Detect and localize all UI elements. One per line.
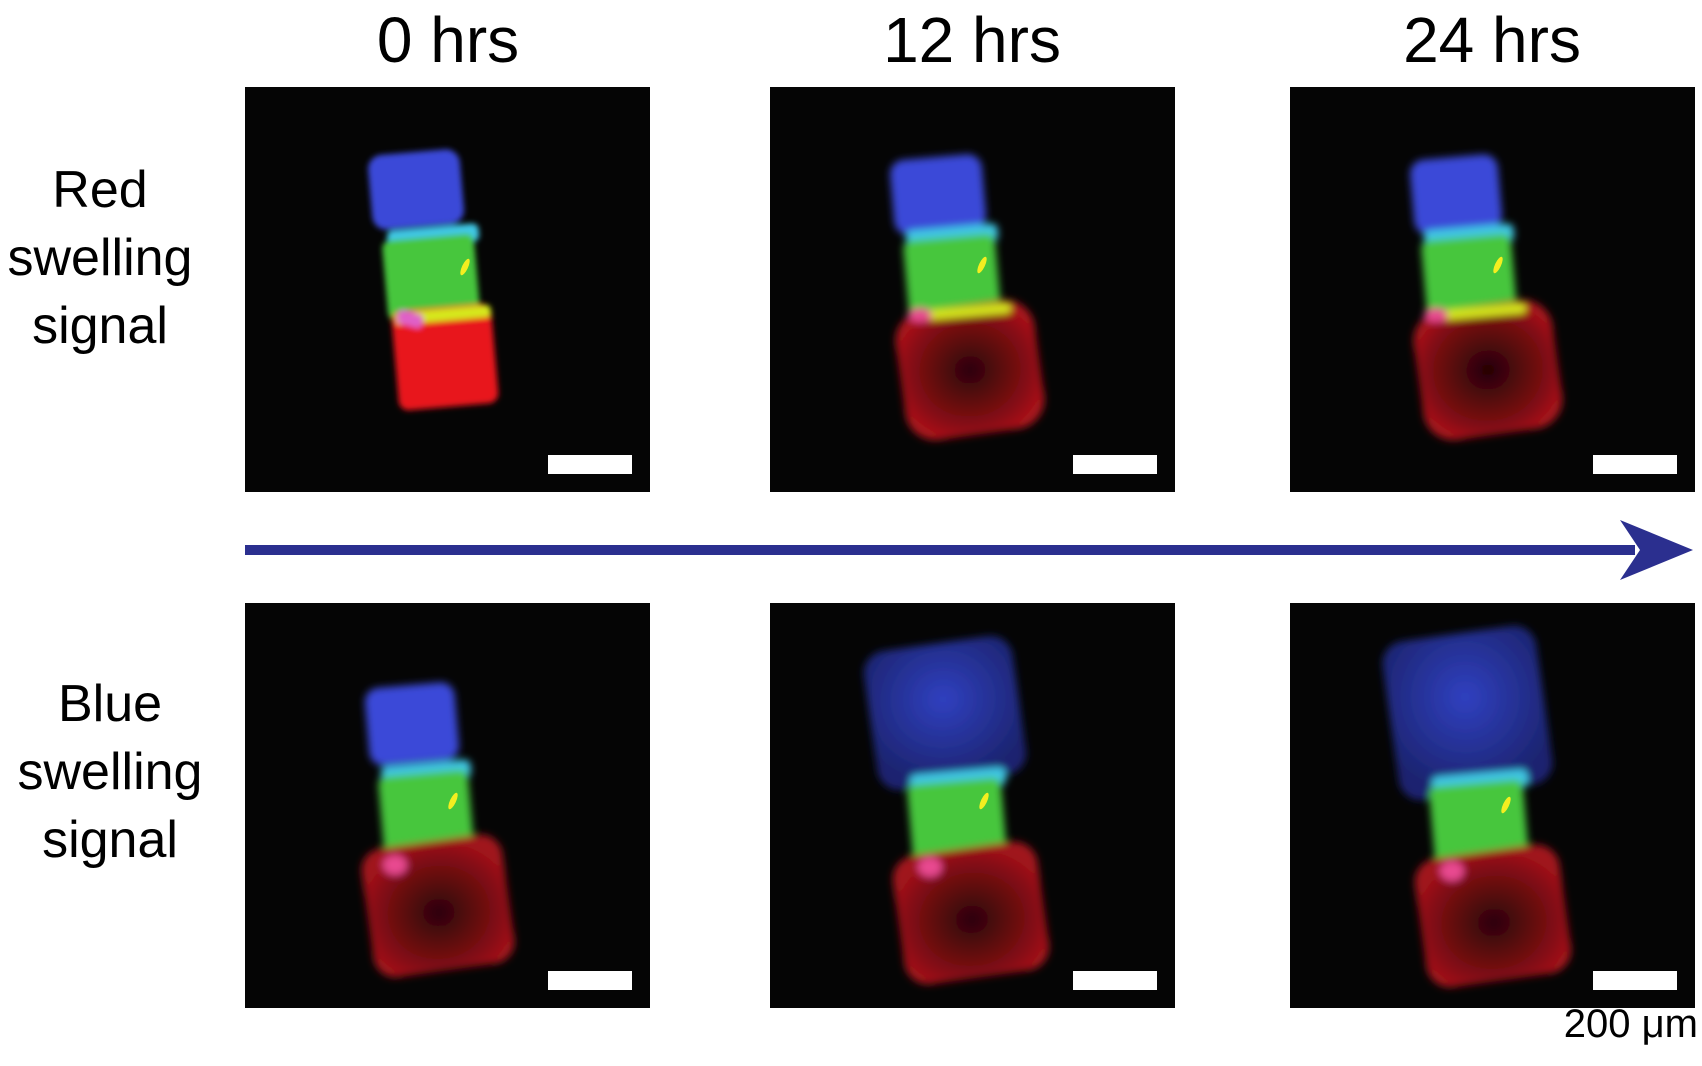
panel-blue-12hrs (770, 603, 1175, 1008)
scale-bar (548, 971, 632, 990)
scale-bar (1073, 455, 1157, 474)
microscopy-image (1410, 154, 1563, 441)
title-0hrs: 0 hrs (376, 4, 520, 76)
row-label-red: Red swelling signal (7, 161, 193, 355)
panel-red-0hrs (245, 87, 650, 492)
scale-bar-label: 200 μm (1563, 1002, 1698, 1046)
microscopy-image (890, 154, 1045, 441)
title-24hrs: 24 hrs (1403, 4, 1581, 76)
scale-bar (1593, 455, 1677, 474)
microscopy-image (1382, 625, 1572, 988)
scale-bar (1593, 971, 1677, 990)
panel-red-24hrs (1290, 87, 1695, 492)
panel-red-12hrs (770, 87, 1175, 492)
scale-bar (1073, 971, 1157, 990)
microscopy-image (368, 149, 499, 411)
title-12hrs: 12 hrs (883, 4, 1061, 76)
microscopy-image (863, 636, 1050, 985)
time-arrow (245, 520, 1693, 580)
scale-bar (548, 455, 632, 474)
panel-blue-0hrs (245, 603, 650, 1008)
microscopy-image (361, 682, 515, 978)
row-label-blue: Blue swelling signal (17, 675, 203, 869)
panel-blue-24hrs (1290, 603, 1695, 1008)
